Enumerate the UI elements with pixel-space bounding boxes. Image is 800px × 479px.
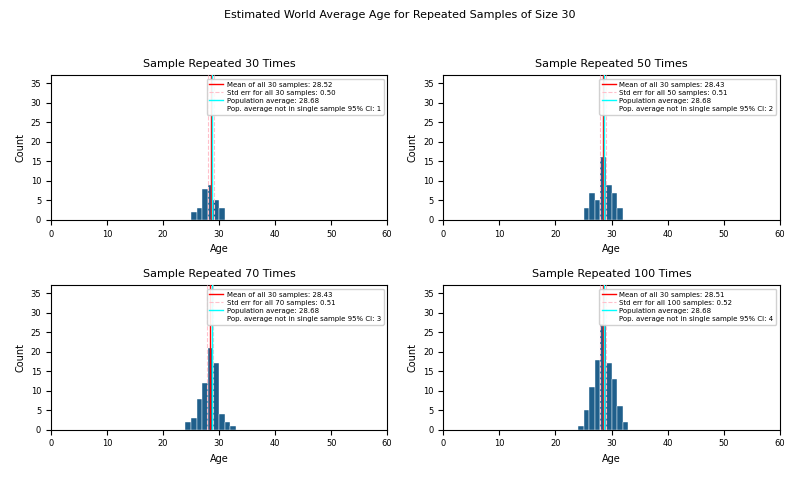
Bar [617,406,622,430]
Bar [589,193,594,220]
Bar [611,379,617,430]
Title: Sample Repeated 50 Times: Sample Repeated 50 Times [535,59,688,69]
Bar [202,383,208,430]
Legend: Mean of all 30 samples: 28.43, Std err for all 50 samples: 0.51, Population aver: Mean of all 30 samples: 28.43, Std err f… [599,79,776,115]
Bar [583,208,589,220]
Y-axis label: Count: Count [15,133,25,162]
Bar [622,422,628,430]
Bar [600,158,606,220]
Title: Sample Repeated 30 Times: Sample Repeated 30 Times [142,59,295,69]
Title: Sample Repeated 70 Times: Sample Repeated 70 Times [142,269,295,279]
Bar [197,208,202,220]
Bar [214,364,219,430]
Bar [230,426,236,430]
Bar [202,189,208,220]
X-axis label: Age: Age [210,244,229,254]
Bar [589,387,594,430]
Title: Sample Repeated 100 Times: Sample Repeated 100 Times [532,269,691,279]
Bar [583,410,589,430]
X-axis label: Age: Age [602,454,621,464]
Y-axis label: Count: Count [407,343,418,372]
Bar [578,426,583,430]
Bar [225,422,230,430]
Bar [197,399,202,430]
Legend: Mean of all 30 samples: 28.52, Std err for all 30 samples: 0.50, Population aver: Mean of all 30 samples: 28.52, Std err f… [206,79,384,115]
Bar [606,364,611,430]
Bar [191,418,197,430]
Bar [594,360,600,430]
Bar [191,212,197,220]
Bar [617,208,622,220]
Bar [219,414,225,430]
Bar [186,422,191,430]
Y-axis label: Count: Count [407,133,418,162]
Bar [600,324,606,430]
X-axis label: Age: Age [602,244,621,254]
Legend: Mean of all 30 samples: 28.43, Std err for all 70 samples: 0.51, Population aver: Mean of all 30 samples: 28.43, Std err f… [206,289,384,325]
Text: Estimated World Average Age for Repeated Samples of Size 30: Estimated World Average Age for Repeated… [224,10,576,20]
Bar [594,200,600,220]
Bar [606,185,611,220]
Bar [611,193,617,220]
Legend: Mean of all 30 samples: 28.51, Std err for all 100 samples: 0.52, Population ave: Mean of all 30 samples: 28.51, Std err f… [599,289,776,325]
Bar [208,185,214,220]
Bar [208,348,214,430]
Bar [219,208,225,220]
X-axis label: Age: Age [210,454,229,464]
Bar [214,200,219,220]
Y-axis label: Count: Count [15,343,25,372]
